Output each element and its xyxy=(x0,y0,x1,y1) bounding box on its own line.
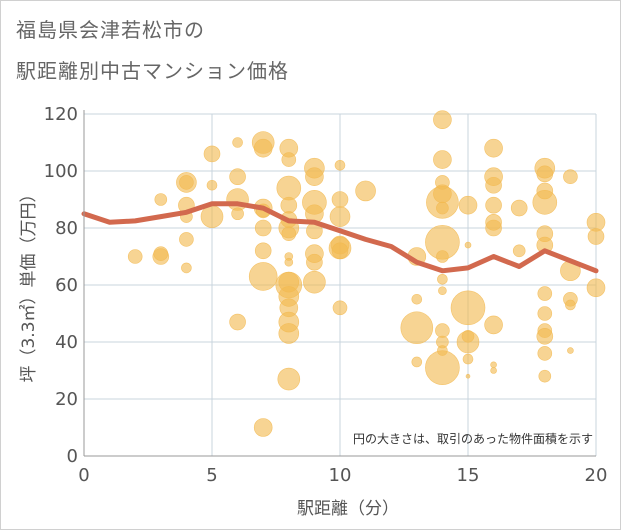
data-bubble xyxy=(181,262,192,274)
y-tick-label: 100 xyxy=(44,161,78,182)
data-bubble xyxy=(127,249,143,264)
data-bubble xyxy=(490,361,497,369)
data-bubble xyxy=(329,206,351,227)
data-bubble xyxy=(280,196,298,214)
data-bubble xyxy=(253,138,273,158)
data-bubble xyxy=(437,273,448,285)
data-bubble xyxy=(305,167,324,186)
data-bubble xyxy=(152,248,170,265)
data-bubble xyxy=(179,232,194,247)
y-axis-label: 坪（3.3㎡）単価（万円） xyxy=(19,185,39,382)
data-bubble xyxy=(303,270,326,294)
data-bubble xyxy=(537,306,553,321)
x-tick-label: 5 xyxy=(206,465,217,486)
data-bubble xyxy=(456,330,480,354)
data-bubble xyxy=(411,293,423,305)
data-bubble xyxy=(537,286,553,301)
x-tick-label: 0 xyxy=(78,465,89,486)
data-bubble xyxy=(587,228,605,245)
chart-title-line1: 福島県会津若松市の xyxy=(16,18,205,42)
data-bubble xyxy=(253,418,273,437)
data-bubble xyxy=(306,253,323,271)
data-bubble xyxy=(532,190,558,215)
data-bubble xyxy=(281,152,297,167)
data-bubble xyxy=(332,300,348,316)
data-bubble xyxy=(485,219,502,237)
data-bubble xyxy=(512,244,526,258)
data-bubble xyxy=(411,356,423,368)
y-tick-label: 120 xyxy=(44,104,78,125)
data-bubble xyxy=(465,373,471,379)
data-bubble xyxy=(510,199,528,217)
data-bubble xyxy=(276,175,302,201)
data-bubble xyxy=(484,315,503,335)
x-axis-label: 駅距離（分） xyxy=(297,499,399,519)
data-bubble xyxy=(538,369,552,383)
y-tick-label: 40 xyxy=(55,332,78,353)
data-bubble xyxy=(485,176,502,194)
x-tick-label: 20 xyxy=(585,465,608,486)
data-bubble xyxy=(154,193,168,206)
data-bubble xyxy=(436,250,449,263)
axes: 0 20 40 60 80 100 120 0 5 10 15 20 xyxy=(44,104,608,486)
data-bubble xyxy=(425,350,460,385)
grid-lines xyxy=(84,113,597,456)
bubble-series xyxy=(127,110,606,437)
data-bubble xyxy=(563,169,578,184)
data-bubble xyxy=(206,179,218,191)
data-bubble xyxy=(400,311,434,345)
data-bubble xyxy=(229,168,246,185)
data-bubble xyxy=(485,196,502,214)
data-bubble xyxy=(450,290,486,326)
data-bubble xyxy=(284,257,294,267)
y-tick-label: 20 xyxy=(55,389,78,410)
data-bubble xyxy=(436,201,449,215)
data-bubble xyxy=(536,165,554,183)
data-bubble xyxy=(435,323,450,338)
data-bubble xyxy=(537,346,553,361)
y-tick-label: 0 xyxy=(67,446,78,467)
data-bubble xyxy=(586,278,606,298)
data-bubble xyxy=(281,226,297,241)
data-bubble xyxy=(277,367,301,391)
data-bubble xyxy=(433,110,452,129)
data-bubble xyxy=(334,160,346,171)
data-bubble xyxy=(179,175,194,190)
data-bubble xyxy=(231,207,244,221)
data-bubble xyxy=(433,150,452,169)
y-tick-label: 60 xyxy=(55,275,78,296)
data-bubble xyxy=(278,323,300,344)
data-bubble xyxy=(484,138,503,158)
x-tick-label: 15 xyxy=(457,465,480,486)
data-bubble xyxy=(254,219,272,237)
y-tick-label: 80 xyxy=(55,218,78,239)
data-bubble xyxy=(331,191,349,208)
chart-title-line2: 駅距離別中古マンション価格 xyxy=(16,59,289,83)
x-tick-label: 10 xyxy=(329,465,352,486)
size-annotation: 円の大きさは、取引のあった物件面積を示す xyxy=(353,431,593,446)
data-bubble xyxy=(462,353,474,365)
data-bubble xyxy=(490,367,497,374)
data-bubble xyxy=(254,242,272,260)
data-bubble xyxy=(536,327,554,345)
data-bubble xyxy=(565,299,576,311)
data-bubble xyxy=(229,313,246,331)
data-bubble xyxy=(567,347,574,354)
trend-line xyxy=(81,201,599,274)
data-bubble xyxy=(458,195,478,215)
data-bubble xyxy=(438,286,447,296)
data-bubble xyxy=(248,262,278,291)
data-bubble xyxy=(464,241,472,249)
data-bubble xyxy=(203,145,221,163)
data-bubble xyxy=(232,137,243,148)
data-bubble xyxy=(331,242,349,260)
price-trend-line xyxy=(81,201,599,274)
data-bubble xyxy=(355,180,376,202)
